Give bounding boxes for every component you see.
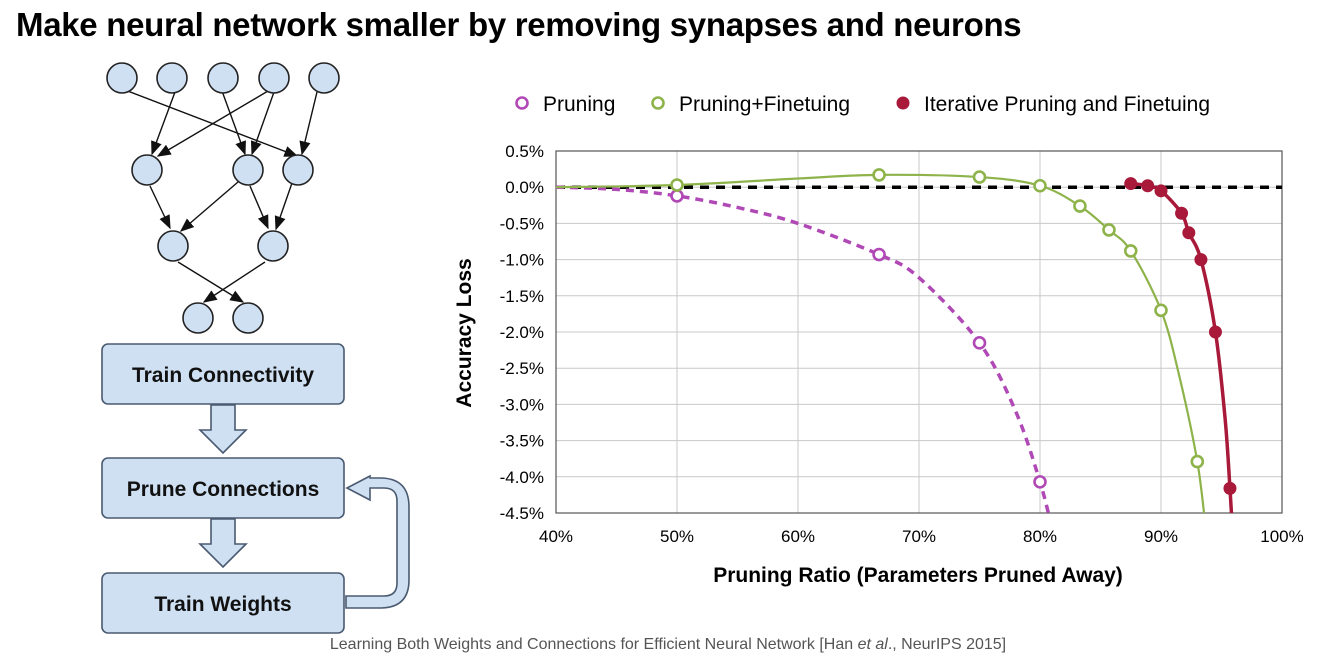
y-tick-label: -0.5% (500, 214, 544, 233)
prune-connections-label: Prune Connections (127, 478, 320, 501)
neuron (182, 302, 214, 334)
prune-connections-box (101, 457, 345, 519)
edge (250, 91, 275, 156)
legend-label: Pruning+Finetuing (679, 93, 850, 116)
neuron (258, 62, 290, 94)
data-point (1033, 475, 1047, 489)
series-2 (1124, 177, 1237, 513)
data-point (872, 168, 886, 182)
legend-marker (651, 96, 665, 110)
y-tick-label: -2.0% (500, 323, 544, 342)
edge (156, 90, 269, 157)
neuron (232, 154, 264, 186)
x-tick-label: 60% (781, 527, 815, 546)
y-tick-label: -4.0% (500, 468, 544, 487)
loop-arrow (345, 474, 410, 609)
y-tick-label: 0.5% (505, 142, 544, 161)
edge (299, 91, 318, 156)
neuron (308, 62, 340, 94)
plot-frame (555, 150, 1283, 514)
edge (221, 90, 246, 156)
y-tick-label: -3.5% (500, 432, 544, 451)
train-weights-label: Train Weights (154, 593, 291, 616)
neuron (207, 62, 239, 94)
down-arrow (198, 518, 248, 569)
edge (274, 182, 293, 231)
data-point (670, 189, 684, 203)
series-0 (556, 185, 1051, 513)
data-point (1182, 226, 1196, 240)
edge (119, 87, 299, 157)
data-point (972, 170, 987, 184)
pruning-diagram: Train Connectivity Prune Connections Tra… (101, 62, 410, 634)
neuron (157, 230, 189, 262)
edge (249, 185, 269, 230)
neuron (257, 230, 289, 262)
data-point (1123, 244, 1138, 258)
train-weights-box (101, 572, 345, 634)
legend-marker (515, 96, 529, 110)
y-tick-label: -3.0% (500, 395, 544, 414)
data-point (670, 178, 684, 192)
y-tick-label: 0.0% (505, 178, 544, 197)
down-arrow (198, 404, 248, 455)
network-nodes (106, 62, 340, 334)
x-tick-label: 90% (1144, 527, 1178, 546)
x-tick-label: 100% (1260, 527, 1303, 546)
y-tick-label: -1.5% (500, 287, 544, 306)
plot-border (555, 150, 1283, 514)
data-point (1033, 178, 1047, 193)
data-point (1208, 325, 1222, 339)
neuron (131, 154, 163, 186)
edge (202, 261, 266, 303)
x-tick-label: 50% (660, 527, 694, 546)
legend-label: Pruning (543, 93, 615, 116)
y-tick-label: -1.0% (500, 251, 544, 270)
data-point (1073, 199, 1087, 213)
legend-marker (896, 96, 910, 110)
page-title: Make neural network smaller by removing … (16, 6, 1022, 43)
y-tick-label: -2.5% (500, 359, 544, 378)
neuron (156, 62, 188, 94)
data-point (1154, 184, 1168, 198)
data-point (1124, 177, 1138, 191)
train-connectivity-label: Train Connectivity (132, 364, 314, 387)
x-tick-label: 70% (902, 527, 936, 546)
data-point (1102, 223, 1116, 237)
data-point (1154, 303, 1168, 318)
series-line (1130, 181, 1234, 513)
edge (179, 181, 239, 232)
edge (149, 185, 171, 230)
accuracy-loss-chart: 0.5% 0.0% -0.5% -1.0% -1.5% -2.0% -2.5% -3.0% -3… (453, 93, 1304, 587)
data-point (1190, 454, 1205, 469)
series-line (556, 173, 1206, 513)
data-point (872, 247, 886, 262)
neuron (106, 62, 138, 94)
data-point (1223, 481, 1237, 495)
series-line (556, 185, 1051, 513)
x-tick-label: 80% (1023, 527, 1057, 546)
data-point (972, 336, 987, 350)
y-axis-label: Accuracy Loss (453, 258, 476, 407)
x-tick-label: 40% (539, 527, 573, 546)
edge (177, 261, 245, 303)
x-axis-label: Pruning Ratio (Parameters Pruned Away) (713, 564, 1123, 587)
network-edges (119, 87, 318, 303)
series-1 (556, 168, 1206, 513)
y-tick-label: -4.5% (500, 504, 544, 523)
data-point (1194, 253, 1208, 267)
legend-label: Iterative Pruning and Finetuing (924, 93, 1210, 116)
data-point (1175, 206, 1189, 220)
neuron (282, 154, 314, 186)
series-layer (556, 168, 1282, 513)
citation-caption: Learning Both Weights and Connections fo… (329, 636, 1007, 653)
neuron (232, 302, 264, 334)
data-point (1141, 179, 1155, 193)
train-connectivity-box (101, 343, 345, 405)
tick-labels: 0.5% 0.0% -0.5% -1.0% -1.5% -2.0% -2.5% -3.0% -3… (500, 142, 1304, 546)
legend: Pruning Pruning+Finetuing Iterative Prunin… (515, 93, 1210, 116)
edge (151, 91, 176, 156)
